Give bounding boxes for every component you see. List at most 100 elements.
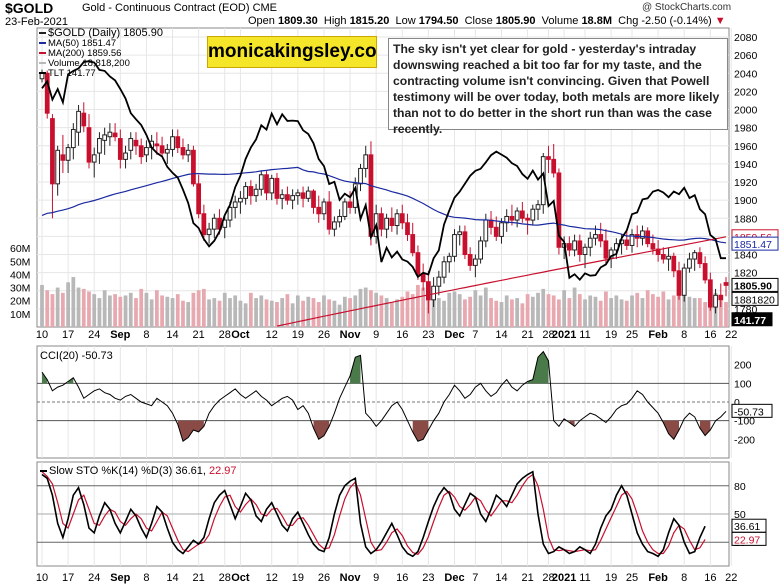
volume-bar [201, 288, 206, 327]
x-tick-label: 16 [396, 572, 408, 584]
volume-bar [301, 300, 305, 327]
volume-bar [186, 302, 191, 327]
volume-bar [280, 298, 285, 327]
x-tick-label: 23 [422, 572, 434, 584]
volume-bar [311, 298, 316, 327]
x-tick-label: Oct [231, 572, 250, 584]
candle-body [713, 294, 718, 308]
candle-body [629, 234, 635, 246]
volume-bar [379, 295, 384, 327]
volume-bar [275, 302, 279, 327]
candle-body [697, 252, 703, 265]
y-tick-label: -200 [734, 434, 755, 446]
candle-body [666, 255, 671, 260]
volume-bar [139, 288, 144, 327]
x-tick-label: Dec [444, 329, 464, 341]
candle-body [488, 219, 494, 228]
volume-bar [551, 295, 556, 327]
volume-bar [175, 294, 180, 327]
y-tick-label: -100 [734, 416, 755, 428]
volume-bar [724, 302, 728, 327]
y-tick-label: 1900 [734, 195, 758, 207]
candle-body [514, 210, 520, 221]
x-tick-label: 21 [193, 329, 205, 341]
candle-body [180, 147, 186, 156]
volume-bar [635, 292, 640, 327]
volume-tick-label: 50M [10, 256, 30, 268]
candle-body [660, 254, 666, 260]
volume-bar [614, 295, 619, 327]
candle-body [452, 234, 457, 257]
x-tick-label: 8 [681, 572, 687, 584]
volume-bar [536, 292, 540, 327]
volume-bar [504, 295, 509, 327]
candle-body [566, 243, 572, 251]
volume-value: 18.8M [581, 15, 613, 27]
candle-body [337, 215, 342, 223]
candle-body [70, 128, 76, 149]
x-tick-label: 8 [681, 329, 687, 341]
cci-oversold-fill [663, 420, 680, 440]
candle-body [478, 240, 483, 260]
price-panel: 10 17 24 Sep 8 14 21 28 Oct 12 19 26 Nov 9 16 23 Dec 7 14 2… [10, 27, 779, 341]
candle-body [211, 217, 217, 230]
y-tick-label: 2040 [734, 68, 758, 80]
volume-bar [254, 298, 258, 327]
volume-bar [212, 298, 217, 327]
candle-body [60, 154, 66, 161]
candle-body [86, 127, 92, 163]
volume-bar [405, 291, 410, 327]
y-tick-label: 2020 [734, 86, 758, 98]
volume-bar [374, 292, 379, 327]
volume-bar [87, 291, 91, 327]
candle-body [530, 208, 536, 221]
volume-bar [295, 295, 300, 327]
volume-bar [671, 295, 676, 327]
candle-body [191, 149, 196, 185]
x-tick-label: 7 [472, 329, 478, 341]
cci-oversold-fill [699, 420, 711, 436]
volume-tick-label: 10M [10, 309, 30, 321]
volume-bar [61, 292, 65, 327]
volume-bar [327, 299, 332, 327]
y-tick-label: 2060 [734, 50, 758, 62]
candle-body [535, 204, 541, 210]
x-tick-label: 19 [292, 572, 304, 584]
candle-body [55, 149, 61, 185]
volume-tick-label: 40M [10, 269, 30, 281]
volume-bar [525, 294, 530, 327]
x-tick-label: 26 [318, 329, 330, 341]
volume-bar [196, 290, 201, 327]
stockcharts-credit: @ StockCharts.com [642, 2, 732, 13]
volume-bar [55, 287, 60, 327]
volume-bar [457, 294, 462, 327]
x-tick-label: 14 [166, 572, 178, 584]
candle-body [102, 134, 108, 141]
volume-bar [510, 299, 514, 327]
volume-bar [452, 291, 457, 327]
volume-bar [645, 290, 650, 327]
candle-body [91, 154, 97, 163]
cci-oversold-fill [177, 420, 204, 442]
open-value: 1809.30 [277, 15, 318, 27]
volume-bar [698, 298, 702, 327]
value-label-box [731, 403, 773, 418]
cci-overbought-fill [42, 372, 48, 384]
candle-body [499, 222, 504, 237]
volume-bar [489, 298, 493, 327]
legend-gold: $GOLD (Daily) 1805.90 [48, 27, 163, 39]
volume-bar [113, 294, 117, 327]
x-tick-label: 2021 [552, 329, 576, 341]
candle-body [415, 252, 421, 275]
x-tick-label: 26 [318, 572, 330, 584]
volume-bar [687, 296, 692, 327]
volume-bar [222, 292, 227, 327]
candle-body [112, 132, 118, 138]
candle-body [97, 138, 102, 154]
candle-body [692, 252, 698, 260]
y-tick-label: 100 [734, 378, 752, 390]
x-tick-label: 12 [266, 329, 278, 341]
x-tick-label: 16 [396, 329, 408, 341]
x-tick-label: Sep [110, 329, 130, 341]
candle-body [50, 118, 55, 185]
